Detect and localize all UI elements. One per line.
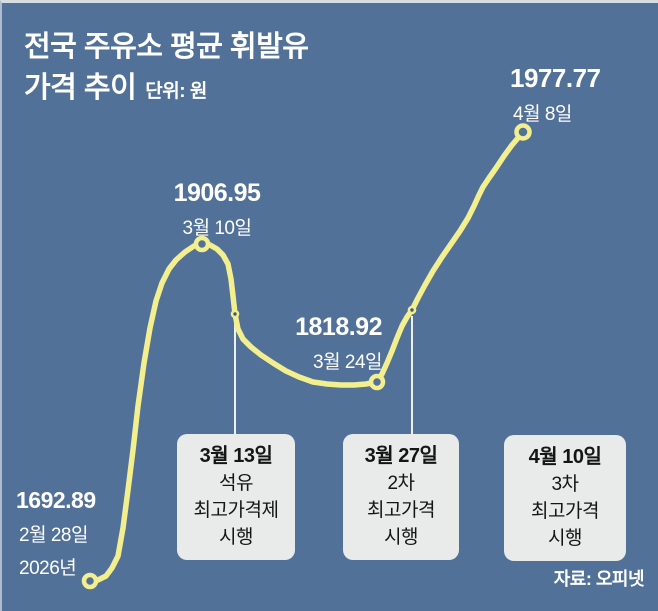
point-label-end: 1977.77 4월 8일 bbox=[510, 63, 601, 126]
marker-event-1 bbox=[230, 309, 240, 319]
annotation-box-mar27: 3월 27일 2차 최고가격 시행 bbox=[343, 434, 459, 560]
price-line-chart bbox=[81, 123, 532, 590]
point-date: 3월 10일 bbox=[182, 218, 252, 239]
point-date: 2월 28일 bbox=[19, 525, 88, 546]
annotation-box-apr10: 4월 10일 3차 최고가격 시행 bbox=[504, 435, 626, 561]
annotation-line: 시행 bbox=[219, 526, 253, 548]
point-value: 1818.92 bbox=[295, 313, 382, 341]
marker-event-2 bbox=[407, 305, 417, 315]
point-label-mid: 1818.92 3월 24일 bbox=[270, 313, 382, 374]
point-date: 4월 8일 bbox=[513, 104, 572, 125]
chart-title-line2: 가격 추이 단위: 원 bbox=[24, 68, 308, 109]
chart-title: 전국 주유소 평균 휘발유 가격 추이 단위: 원 bbox=[24, 27, 309, 109]
annotation-line: 최고가격제 bbox=[193, 499, 279, 521]
annotation-line: 최고가격 bbox=[367, 499, 435, 521]
chart-unit-label: 단위: 원 bbox=[145, 80, 207, 102]
marker-start bbox=[81, 572, 99, 590]
annotation-line: 시행 bbox=[548, 527, 582, 549]
annotation-date: 4월 10일 bbox=[528, 446, 602, 469]
annotation-date: 3월 13일 bbox=[199, 445, 273, 468]
point-value: 1906.95 bbox=[173, 179, 261, 207]
point-value: 1692.89 bbox=[16, 487, 96, 513]
marker-peak bbox=[193, 235, 211, 253]
marker-end bbox=[514, 123, 532, 141]
annotation-line: 석유 bbox=[219, 472, 253, 494]
chart-title-line2-text: 가격 추이 bbox=[24, 71, 137, 104]
annotation-line: 3차 bbox=[551, 473, 579, 495]
annotation-line: 2차 bbox=[387, 472, 415, 494]
annotation-box-mar13: 3월 13일 석유 최고가격제 시행 bbox=[177, 434, 295, 560]
chart-title-line1: 전국 주유소 평균 휘발유 bbox=[24, 31, 309, 63]
point-value: 1977.77 bbox=[510, 63, 601, 93]
point-label-peak: 1906.95 3월 10일 bbox=[150, 179, 284, 240]
annotation-line: 시행 bbox=[384, 526, 418, 548]
annotation-line: 최고가격 bbox=[531, 500, 599, 522]
marker-mid bbox=[368, 373, 386, 391]
annotation-date: 3월 27일 bbox=[364, 445, 438, 468]
source-credit: 자료: 오피넷 bbox=[553, 569, 645, 589]
trend-line bbox=[87, 129, 526, 584]
point-year: 2026년 bbox=[19, 558, 77, 579]
point-label-start: 1692.89 2월 28일 2026년 bbox=[16, 487, 96, 580]
point-date: 3월 24일 bbox=[313, 352, 382, 373]
